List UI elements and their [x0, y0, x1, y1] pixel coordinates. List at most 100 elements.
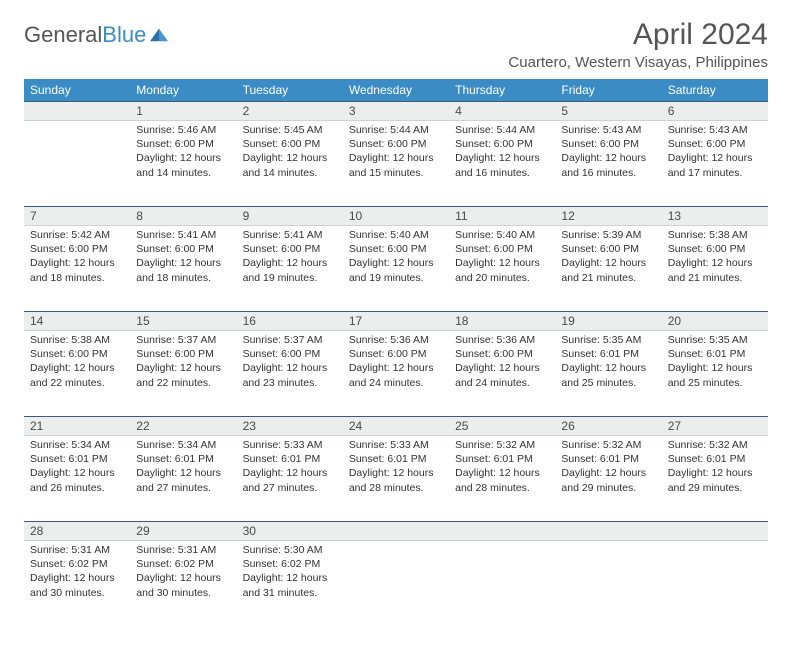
day-number: 9: [237, 207, 343, 225]
day-number: 17: [343, 312, 449, 330]
day-number: 26: [555, 417, 661, 435]
day-details: Sunrise: 5:32 AMSunset: 6:01 PMDaylight:…: [449, 436, 555, 501]
day-number-cell: 7: [24, 207, 130, 226]
day-cell: Sunrise: 5:36 AMSunset: 6:00 PMDaylight:…: [343, 331, 449, 417]
day-header: Saturday: [662, 79, 768, 102]
day-number-cell: 8: [130, 207, 236, 226]
day-details: Sunrise: 5:39 AMSunset: 6:00 PMDaylight:…: [555, 226, 661, 291]
day-cell: [24, 121, 130, 207]
day-cell: Sunrise: 5:41 AMSunset: 6:00 PMDaylight:…: [130, 226, 236, 312]
day-details: Sunrise: 5:37 AMSunset: 6:00 PMDaylight:…: [237, 331, 343, 396]
day-number-cell: 1: [130, 102, 236, 121]
day-number-cell: 16: [237, 312, 343, 331]
day-number: 24: [343, 417, 449, 435]
day-cell: Sunrise: 5:40 AMSunset: 6:00 PMDaylight:…: [449, 226, 555, 312]
calendar-header-row: SundayMondayTuesdayWednesdayThursdayFrid…: [24, 79, 768, 102]
day-details: Sunrise: 5:43 AMSunset: 6:00 PMDaylight:…: [555, 121, 661, 186]
day-number-cell: 25: [449, 417, 555, 436]
day-number-cell: 21: [24, 417, 130, 436]
day-cell: Sunrise: 5:44 AMSunset: 6:00 PMDaylight:…: [449, 121, 555, 207]
day-number-cell: 11: [449, 207, 555, 226]
day-cell: Sunrise: 5:34 AMSunset: 6:01 PMDaylight:…: [130, 436, 236, 522]
day-details: Sunrise: 5:38 AMSunset: 6:00 PMDaylight:…: [24, 331, 130, 396]
day-details: Sunrise: 5:34 AMSunset: 6:01 PMDaylight:…: [24, 436, 130, 501]
day-number-cell: 23: [237, 417, 343, 436]
day-number-cell: 28: [24, 522, 130, 541]
day-number: 12: [555, 207, 661, 225]
day-details: Sunrise: 5:35 AMSunset: 6:01 PMDaylight:…: [662, 331, 768, 396]
day-number-cell: 12: [555, 207, 661, 226]
brand-name: GeneralBlue: [24, 22, 146, 48]
title-block: April 2024 Cuartero, Western Visayas, Ph…: [508, 18, 768, 71]
day-number: 28: [24, 522, 130, 540]
day-cell: Sunrise: 5:44 AMSunset: 6:00 PMDaylight:…: [343, 121, 449, 207]
day-number: 7: [24, 207, 130, 225]
day-cell: Sunrise: 5:33 AMSunset: 6:01 PMDaylight:…: [237, 436, 343, 522]
day-details: Sunrise: 5:31 AMSunset: 6:02 PMDaylight:…: [130, 541, 236, 606]
brand-part1: General: [24, 22, 102, 47]
day-details: Sunrise: 5:37 AMSunset: 6:00 PMDaylight:…: [130, 331, 236, 396]
day-details: Sunrise: 5:33 AMSunset: 6:01 PMDaylight:…: [237, 436, 343, 501]
day-number-cell: 18: [449, 312, 555, 331]
day-number-cell: 24: [343, 417, 449, 436]
day-number: 1: [130, 102, 236, 120]
day-cell: Sunrise: 5:36 AMSunset: 6:00 PMDaylight:…: [449, 331, 555, 417]
day-number: 15: [130, 312, 236, 330]
page-header: GeneralBlue April 2024 Cuartero, Western…: [24, 18, 768, 71]
day-details: Sunrise: 5:40 AMSunset: 6:00 PMDaylight:…: [343, 226, 449, 291]
day-cell: Sunrise: 5:42 AMSunset: 6:00 PMDaylight:…: [24, 226, 130, 312]
day-number: 5: [555, 102, 661, 120]
day-number-cell: 26: [555, 417, 661, 436]
day-number-cell: [662, 522, 768, 541]
day-number: 16: [237, 312, 343, 330]
day-cell: Sunrise: 5:43 AMSunset: 6:00 PMDaylight:…: [662, 121, 768, 207]
day-number: 30: [237, 522, 343, 540]
day-number-cell: [343, 522, 449, 541]
day-number: 19: [555, 312, 661, 330]
day-details: Sunrise: 5:38 AMSunset: 6:00 PMDaylight:…: [662, 226, 768, 291]
day-cell: Sunrise: 5:34 AMSunset: 6:01 PMDaylight:…: [24, 436, 130, 522]
day-number: 2: [237, 102, 343, 120]
day-cell: Sunrise: 5:41 AMSunset: 6:00 PMDaylight:…: [237, 226, 343, 312]
day-number: 23: [237, 417, 343, 435]
day-number-cell: 17: [343, 312, 449, 331]
content-row: Sunrise: 5:34 AMSunset: 6:01 PMDaylight:…: [24, 436, 768, 522]
day-cell: [449, 541, 555, 627]
day-details: Sunrise: 5:30 AMSunset: 6:02 PMDaylight:…: [237, 541, 343, 606]
day-cell: Sunrise: 5:46 AMSunset: 6:00 PMDaylight:…: [130, 121, 236, 207]
day-number-cell: 15: [130, 312, 236, 331]
day-cell: Sunrise: 5:39 AMSunset: 6:00 PMDaylight:…: [555, 226, 661, 312]
day-number-cell: 27: [662, 417, 768, 436]
day-details: Sunrise: 5:31 AMSunset: 6:02 PMDaylight:…: [24, 541, 130, 606]
day-number-cell: 13: [662, 207, 768, 226]
day-number: 6: [662, 102, 768, 120]
content-row: Sunrise: 5:42 AMSunset: 6:00 PMDaylight:…: [24, 226, 768, 312]
content-row: Sunrise: 5:38 AMSunset: 6:00 PMDaylight:…: [24, 331, 768, 417]
content-row: Sunrise: 5:46 AMSunset: 6:00 PMDaylight:…: [24, 121, 768, 207]
day-header: Sunday: [24, 79, 130, 102]
month-title: April 2024: [508, 18, 768, 52]
day-number: 21: [24, 417, 130, 435]
day-number-cell: 29: [130, 522, 236, 541]
calendar-table: SundayMondayTuesdayWednesdayThursdayFrid…: [24, 79, 768, 627]
day-cell: Sunrise: 5:45 AMSunset: 6:00 PMDaylight:…: [237, 121, 343, 207]
day-details: Sunrise: 5:42 AMSunset: 6:00 PMDaylight:…: [24, 226, 130, 291]
day-number: 8: [130, 207, 236, 225]
day-details: Sunrise: 5:32 AMSunset: 6:01 PMDaylight:…: [662, 436, 768, 501]
daynum-row: 282930: [24, 522, 768, 541]
day-number: 13: [662, 207, 768, 225]
day-number: 18: [449, 312, 555, 330]
day-number-cell: 9: [237, 207, 343, 226]
day-cell: Sunrise: 5:35 AMSunset: 6:01 PMDaylight:…: [662, 331, 768, 417]
day-number-cell: 3: [343, 102, 449, 121]
day-cell: Sunrise: 5:35 AMSunset: 6:01 PMDaylight:…: [555, 331, 661, 417]
day-number-cell: 14: [24, 312, 130, 331]
day-number: 29: [130, 522, 236, 540]
day-cell: Sunrise: 5:31 AMSunset: 6:02 PMDaylight:…: [24, 541, 130, 627]
day-details: Sunrise: 5:35 AMSunset: 6:01 PMDaylight:…: [555, 331, 661, 396]
day-header: Monday: [130, 79, 236, 102]
daynum-row: 123456: [24, 102, 768, 121]
day-cell: Sunrise: 5:38 AMSunset: 6:00 PMDaylight:…: [24, 331, 130, 417]
day-cell: Sunrise: 5:38 AMSunset: 6:00 PMDaylight:…: [662, 226, 768, 312]
day-details: Sunrise: 5:46 AMSunset: 6:00 PMDaylight:…: [130, 121, 236, 186]
